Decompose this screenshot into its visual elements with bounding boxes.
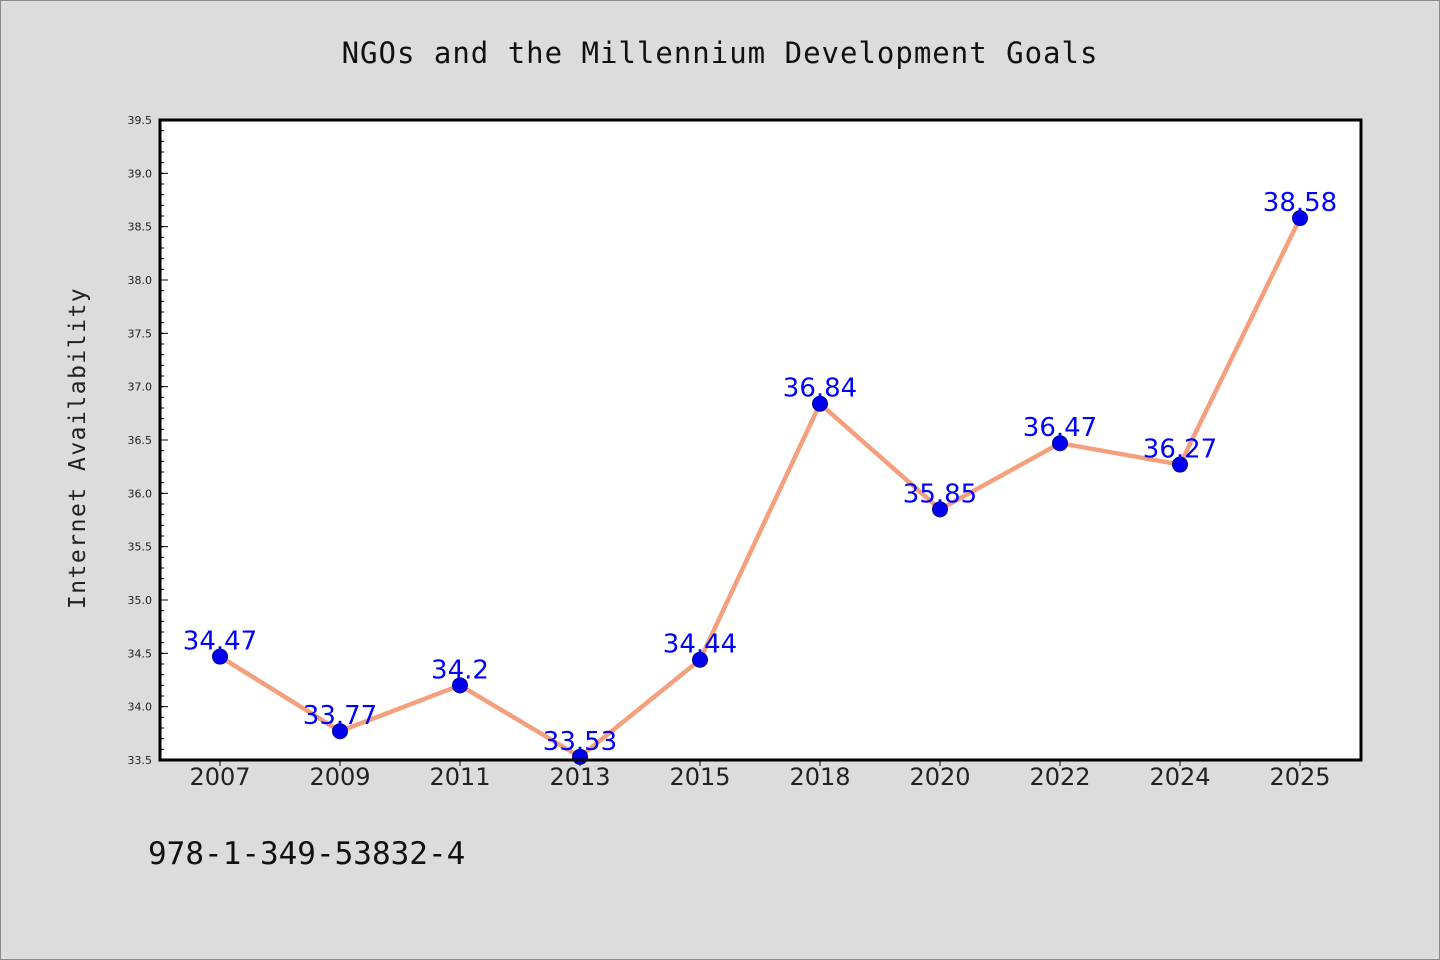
- x-tick-label: 2011: [429, 763, 490, 791]
- data-point: [212, 648, 228, 665]
- data-label: 36.84: [783, 374, 857, 404]
- y-axis: 33.5 34.0 34.5 35.0 35.5 36.0 36.5 37.0 37.5 38.0…: [128, 114, 168, 767]
- chart-title: NGOs and the Millennium Development Goal…: [342, 36, 1099, 70]
- data-label: 36.27: [1143, 435, 1217, 465]
- x-tick-label: 2013: [549, 763, 610, 791]
- y-tick-label: 38.0: [128, 274, 153, 287]
- markers-group: [212, 210, 1308, 765]
- data-label: 35.85: [903, 479, 977, 509]
- data-label: 33.53: [543, 727, 617, 757]
- data-label: 34.47: [183, 627, 257, 657]
- y-tick-label: 36.5: [128, 434, 153, 447]
- y-tick-label: 39.0: [128, 167, 153, 180]
- x-tick-label: 2022: [1029, 763, 1090, 791]
- x-tick-label: 2018: [789, 763, 850, 791]
- x-tick-label: 2024: [1149, 763, 1210, 791]
- data-label: 34.2: [431, 655, 489, 685]
- series-line: [217, 215, 1303, 760]
- x-axis: 2007 2009 2011 2013 2015 2018 2020 2022 2024 2025: [189, 760, 1331, 791]
- y-tick-label: 39.5: [128, 114, 153, 127]
- y-axis-label: Internet Availability: [65, 287, 91, 609]
- data-point: [1172, 456, 1188, 473]
- data-label: 34.44: [663, 630, 737, 660]
- y-tick-label: 38.5: [128, 221, 153, 234]
- y-tick-label: 37.0: [128, 381, 153, 394]
- y-tick-label: 35.5: [128, 541, 153, 554]
- data-label: 36.47: [1023, 413, 1097, 443]
- data-point: [452, 677, 468, 694]
- data-point: [932, 501, 948, 518]
- isbn-footer: 978-1-349-53832-4: [148, 836, 465, 872]
- y-tick-label: 37.5: [128, 327, 153, 340]
- data-labels-group: 34.47 33.77 34.2 33.53 34.44 36.84 35.85 36.47 3…: [183, 188, 1337, 757]
- y-tick-label: 34.0: [128, 701, 153, 714]
- plot-area: [160, 120, 1361, 760]
- series-line-group: [217, 215, 1303, 760]
- x-tick-label: 2020: [909, 763, 970, 791]
- x-tick-label: 2025: [1269, 763, 1330, 791]
- data-point: [1052, 435, 1068, 452]
- x-tick-label: 2009: [309, 763, 370, 791]
- y-tick-label: 33.5: [128, 754, 153, 767]
- data-point: [1292, 210, 1308, 227]
- plot-border: [158, 118, 1363, 762]
- data-point: [332, 723, 348, 740]
- y-tick-label: 36.0: [128, 487, 153, 500]
- data-point: [812, 395, 828, 412]
- y-tick-label: 35.0: [128, 594, 153, 607]
- x-tick-label: 2007: [189, 763, 250, 791]
- data-point: [692, 651, 708, 668]
- y-tick-label: 34.5: [128, 647, 153, 660]
- data-label: 38.58: [1263, 188, 1337, 218]
- data-label: 33.77: [303, 701, 377, 731]
- x-tick-label: 2015: [669, 763, 730, 791]
